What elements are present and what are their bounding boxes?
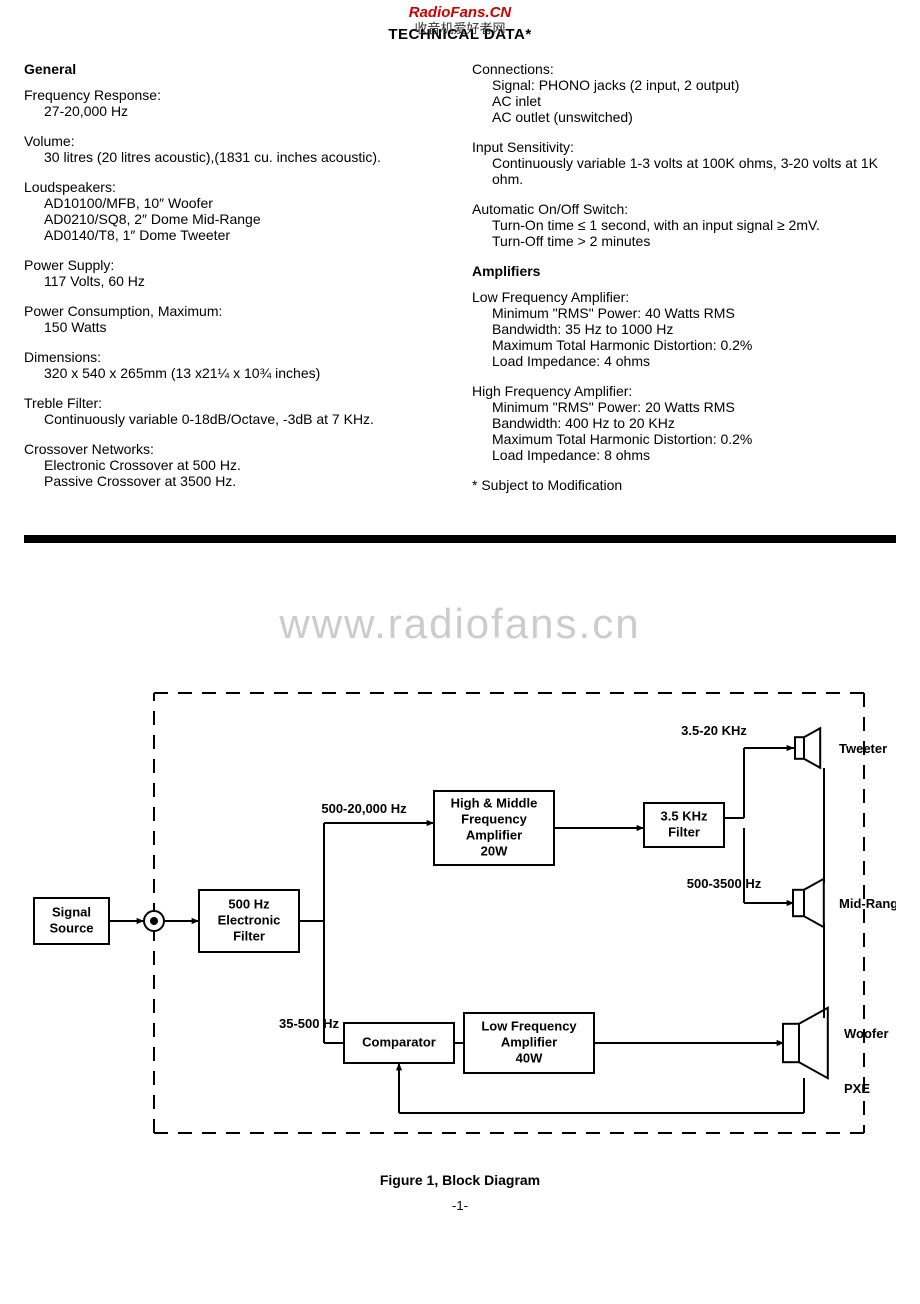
divider-rule: [24, 535, 896, 543]
spec-value: Load Impedance: 4 ohms: [472, 353, 896, 369]
spec-value: 117 Volts, 60 Hz: [24, 273, 448, 289]
high-mid-amp-box-label: High & Middle: [451, 795, 538, 810]
footnote: * Subject to Modification: [472, 477, 896, 493]
midrange-icon: [793, 879, 824, 927]
spec-block: Crossover Networks:Electronic Crossover …: [24, 441, 448, 489]
filter-500hz-box-label: Electronic: [218, 912, 281, 927]
input-jack-center: [150, 917, 158, 925]
spec-label: Input Sensitivity:: [472, 139, 896, 155]
signal-source-box-label: Signal: [52, 904, 91, 919]
filter-35khz-box-label: 3.5 KHz: [661, 808, 708, 823]
right-column: Connections:Signal: PHONO jacks (2 input…: [472, 61, 896, 507]
spec-label: Loudspeakers:: [24, 179, 448, 195]
arrowhead: [787, 745, 794, 751]
spec-value: AD10100/MFB, 10″ Woofer: [24, 195, 448, 211]
label-500-3500: 500-3500 Hz: [687, 876, 762, 891]
spec-value: Minimum "RMS" Power: 40 Watts RMS: [472, 305, 896, 321]
spec-block: Dimensions:320 x 540 x 265mm (13 x21¼ x …: [24, 349, 448, 381]
arrowhead: [637, 825, 644, 831]
spec-block: High Frequency Amplifier:Minimum "RMS" P…: [472, 383, 896, 463]
spec-value: 150 Watts: [24, 319, 448, 335]
spec-label: Automatic On/Off Switch:: [472, 201, 896, 217]
spec-label: Frequency Response:: [24, 87, 448, 103]
watermark-mid: www.radiofans.cn: [0, 600, 920, 648]
spec-label: Volume:: [24, 133, 448, 149]
block-diagram: SignalSource500 HzElectronicFilter500-20…: [24, 673, 896, 1156]
label-tweeter: Tweeter: [839, 741, 887, 756]
spec-value: Maximum Total Harmonic Distortion: 0.2%: [472, 337, 896, 353]
page-number: -1-: [24, 1198, 896, 1213]
spec-label: Power Supply:: [24, 257, 448, 273]
spec-value: Turn-On time ≤ 1 second, with an input s…: [472, 217, 896, 233]
spec-value: Passive Crossover at 3500 Hz.: [24, 473, 448, 489]
label-midrange: Mid-Range: [839, 896, 896, 911]
arrowhead: [396, 1063, 402, 1070]
label-35-20: 3.5-20 KHz: [681, 723, 747, 738]
spec-block: Frequency Response:27-20,000 Hz: [24, 87, 448, 119]
left-column: General Frequency Response:27-20,000 Hz V…: [24, 61, 448, 507]
label-pxe: PXE: [844, 1081, 870, 1096]
filter-35khz-box-label: Filter: [668, 824, 700, 839]
tweeter-icon: [795, 728, 820, 768]
spec-value: Bandwidth: 35 Hz to 1000 Hz: [472, 321, 896, 337]
spec-label: Low Frequency Amplifier:: [472, 289, 896, 305]
high-mid-amp-box-label: Frequency: [461, 811, 528, 826]
spec-block: Power Consumption, Maximum:150 Watts: [24, 303, 448, 335]
spec-value: 320 x 540 x 265mm (13 x21¼ x 10¾ inches): [24, 365, 448, 381]
spec-block: Treble Filter:Continuously variable 0-18…: [24, 395, 448, 427]
arrowhead: [427, 820, 434, 826]
label-woofer: Woofer: [844, 1026, 889, 1041]
spec-label: Dimensions:: [24, 349, 448, 365]
title-overlay: 收音机爱好者网: [0, 18, 920, 37]
spec-value: AD0210/SQ8, 2″ Dome Mid-Range: [24, 211, 448, 227]
high-mid-amp-box-label: Amplifier: [466, 827, 522, 842]
filter-500hz-box-label: Filter: [233, 928, 265, 943]
label-35-500: 35-500 Hz: [279, 1016, 339, 1031]
label-500-20000: 500-20,000 Hz: [321, 801, 407, 816]
low-freq-amp-box-label: 40W: [516, 1050, 543, 1065]
spec-value: 27-20,000 Hz: [24, 103, 448, 119]
arrowhead: [192, 918, 199, 924]
spec-label: High Frequency Amplifier:: [472, 383, 896, 399]
spec-label: Connections:: [472, 61, 896, 77]
low-freq-amp-box-label: Low Frequency: [481, 1018, 577, 1033]
section-heading-general: General: [24, 61, 448, 77]
spec-value: AD0140/T8, 1″ Dome Tweeter: [24, 227, 448, 243]
spec-block: Connections:Signal: PHONO jacks (2 input…: [472, 61, 896, 125]
spec-label: Treble Filter:: [24, 395, 448, 411]
spec-value: Bandwidth: 400 Hz to 20 KHz: [472, 415, 896, 431]
spec-value: AC outlet (unswitched): [472, 109, 896, 125]
spec-block: Automatic On/Off Switch:Turn-On time ≤ 1…: [472, 201, 896, 249]
figure-caption: Figure 1, Block Diagram: [24, 1172, 896, 1188]
spec-value: Continuously variable 1-3 volts at 100K …: [472, 155, 896, 187]
spec-block: Low Frequency Amplifier:Minimum "RMS" Po…: [472, 289, 896, 369]
spec-block: Input Sensitivity:Continuously variable …: [472, 139, 896, 187]
arrowhead: [137, 918, 144, 924]
spec-value: Turn-Off time > 2 minutes: [472, 233, 896, 249]
spec-value: Continuously variable 0-18dB/Octave, -3d…: [24, 411, 448, 427]
spec-block: Loudspeakers:AD10100/MFB, 10″ WooferAD02…: [24, 179, 448, 243]
spec-block: Power Supply:117 Volts, 60 Hz: [24, 257, 448, 289]
spec-value: Signal: PHONO jacks (2 input, 2 output): [472, 77, 896, 93]
woofer-icon: [783, 1008, 828, 1078]
spec-value: Electronic Crossover at 500 Hz.: [24, 457, 448, 473]
spec-block: Volume:30 litres (20 litres acoustic),(1…: [24, 133, 448, 165]
filter-500hz-box-label: 500 Hz: [228, 896, 270, 911]
signal-source-box-label: Source: [49, 920, 93, 935]
section-heading-amplifiers: Amplifiers: [472, 263, 896, 279]
spec-value: Minimum "RMS" Power: 20 Watts RMS: [472, 399, 896, 415]
spec-value: Load Impedance: 8 ohms: [472, 447, 896, 463]
spec-value: AC inlet: [472, 93, 896, 109]
spec-label: Crossover Networks:: [24, 441, 448, 457]
spec-value: Maximum Total Harmonic Distortion: 0.2%: [472, 431, 896, 447]
high-mid-amp-box-label: 20W: [481, 843, 508, 858]
spec-label: Power Consumption, Maximum:: [24, 303, 448, 319]
low-freq-amp-box-label: Amplifier: [501, 1034, 557, 1049]
spec-columns: General Frequency Response:27-20,000 Hz V…: [24, 61, 896, 507]
comparator-box-label: Comparator: [362, 1034, 436, 1049]
spec-value: 30 litres (20 litres acoustic),(1831 cu.…: [24, 149, 448, 165]
